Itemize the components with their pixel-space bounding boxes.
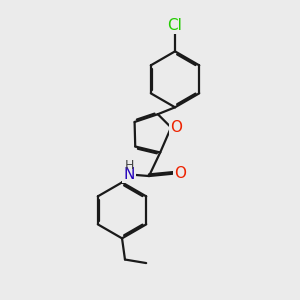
- Text: H: H: [124, 159, 134, 172]
- Text: O: O: [170, 120, 182, 135]
- Text: O: O: [175, 166, 187, 181]
- Text: N: N: [124, 167, 135, 182]
- Text: Cl: Cl: [168, 18, 182, 33]
